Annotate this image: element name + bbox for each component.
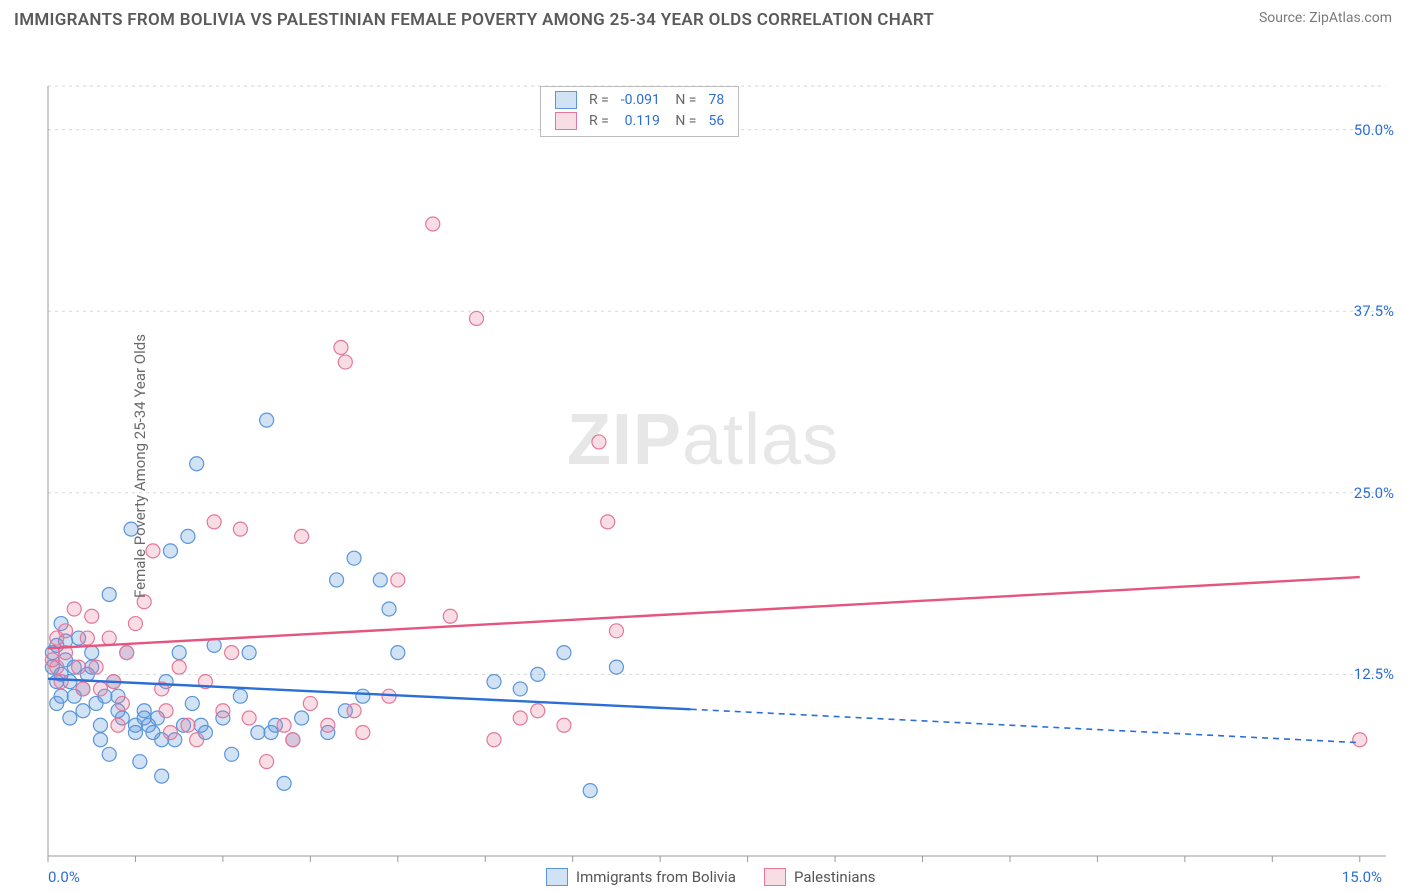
stats-legend: R = -0.091 N = 78 R = 0.119 N = 56	[540, 86, 739, 137]
chart-title: IMMIGRANTS FROM BOLIVIA VS PALESTINIAN F…	[14, 10, 934, 30]
y-tick-label: 12.5%	[1354, 665, 1394, 683]
swatch-series-b	[555, 112, 577, 130]
scatter-plot-svg	[0, 40, 1406, 892]
y-axis-label: Female Poverty Among 25-34 Year Olds	[131, 334, 149, 598]
swatch-series-a-icon	[546, 868, 568, 886]
legend-item-series-b: Palestinians	[764, 868, 876, 886]
x-axis-min-label: 0.0%	[48, 868, 80, 886]
x-axis-max-label: 15.0%	[1342, 868, 1382, 886]
y-tick-label: 25.0%	[1354, 484, 1394, 502]
y-tick-label: 37.5%	[1354, 302, 1394, 320]
swatch-series-b-icon	[764, 868, 786, 886]
swatch-series-a	[555, 91, 577, 109]
legend-row-series-b: R = 0.119 N = 56	[549, 111, 730, 132]
bottom-legend: 0.0% Immigrants from Bolivia Palestinian…	[0, 868, 1406, 886]
y-tick-label: 50.0%	[1354, 121, 1394, 139]
source-label: Source: ZipAtlas.com	[1259, 10, 1392, 26]
chart-area: Female Poverty Among 25-34 Year Olds ZIP…	[0, 40, 1406, 892]
legend-item-series-a: Immigrants from Bolivia	[546, 868, 736, 886]
legend-row-series-a: R = -0.091 N = 78	[549, 90, 730, 111]
